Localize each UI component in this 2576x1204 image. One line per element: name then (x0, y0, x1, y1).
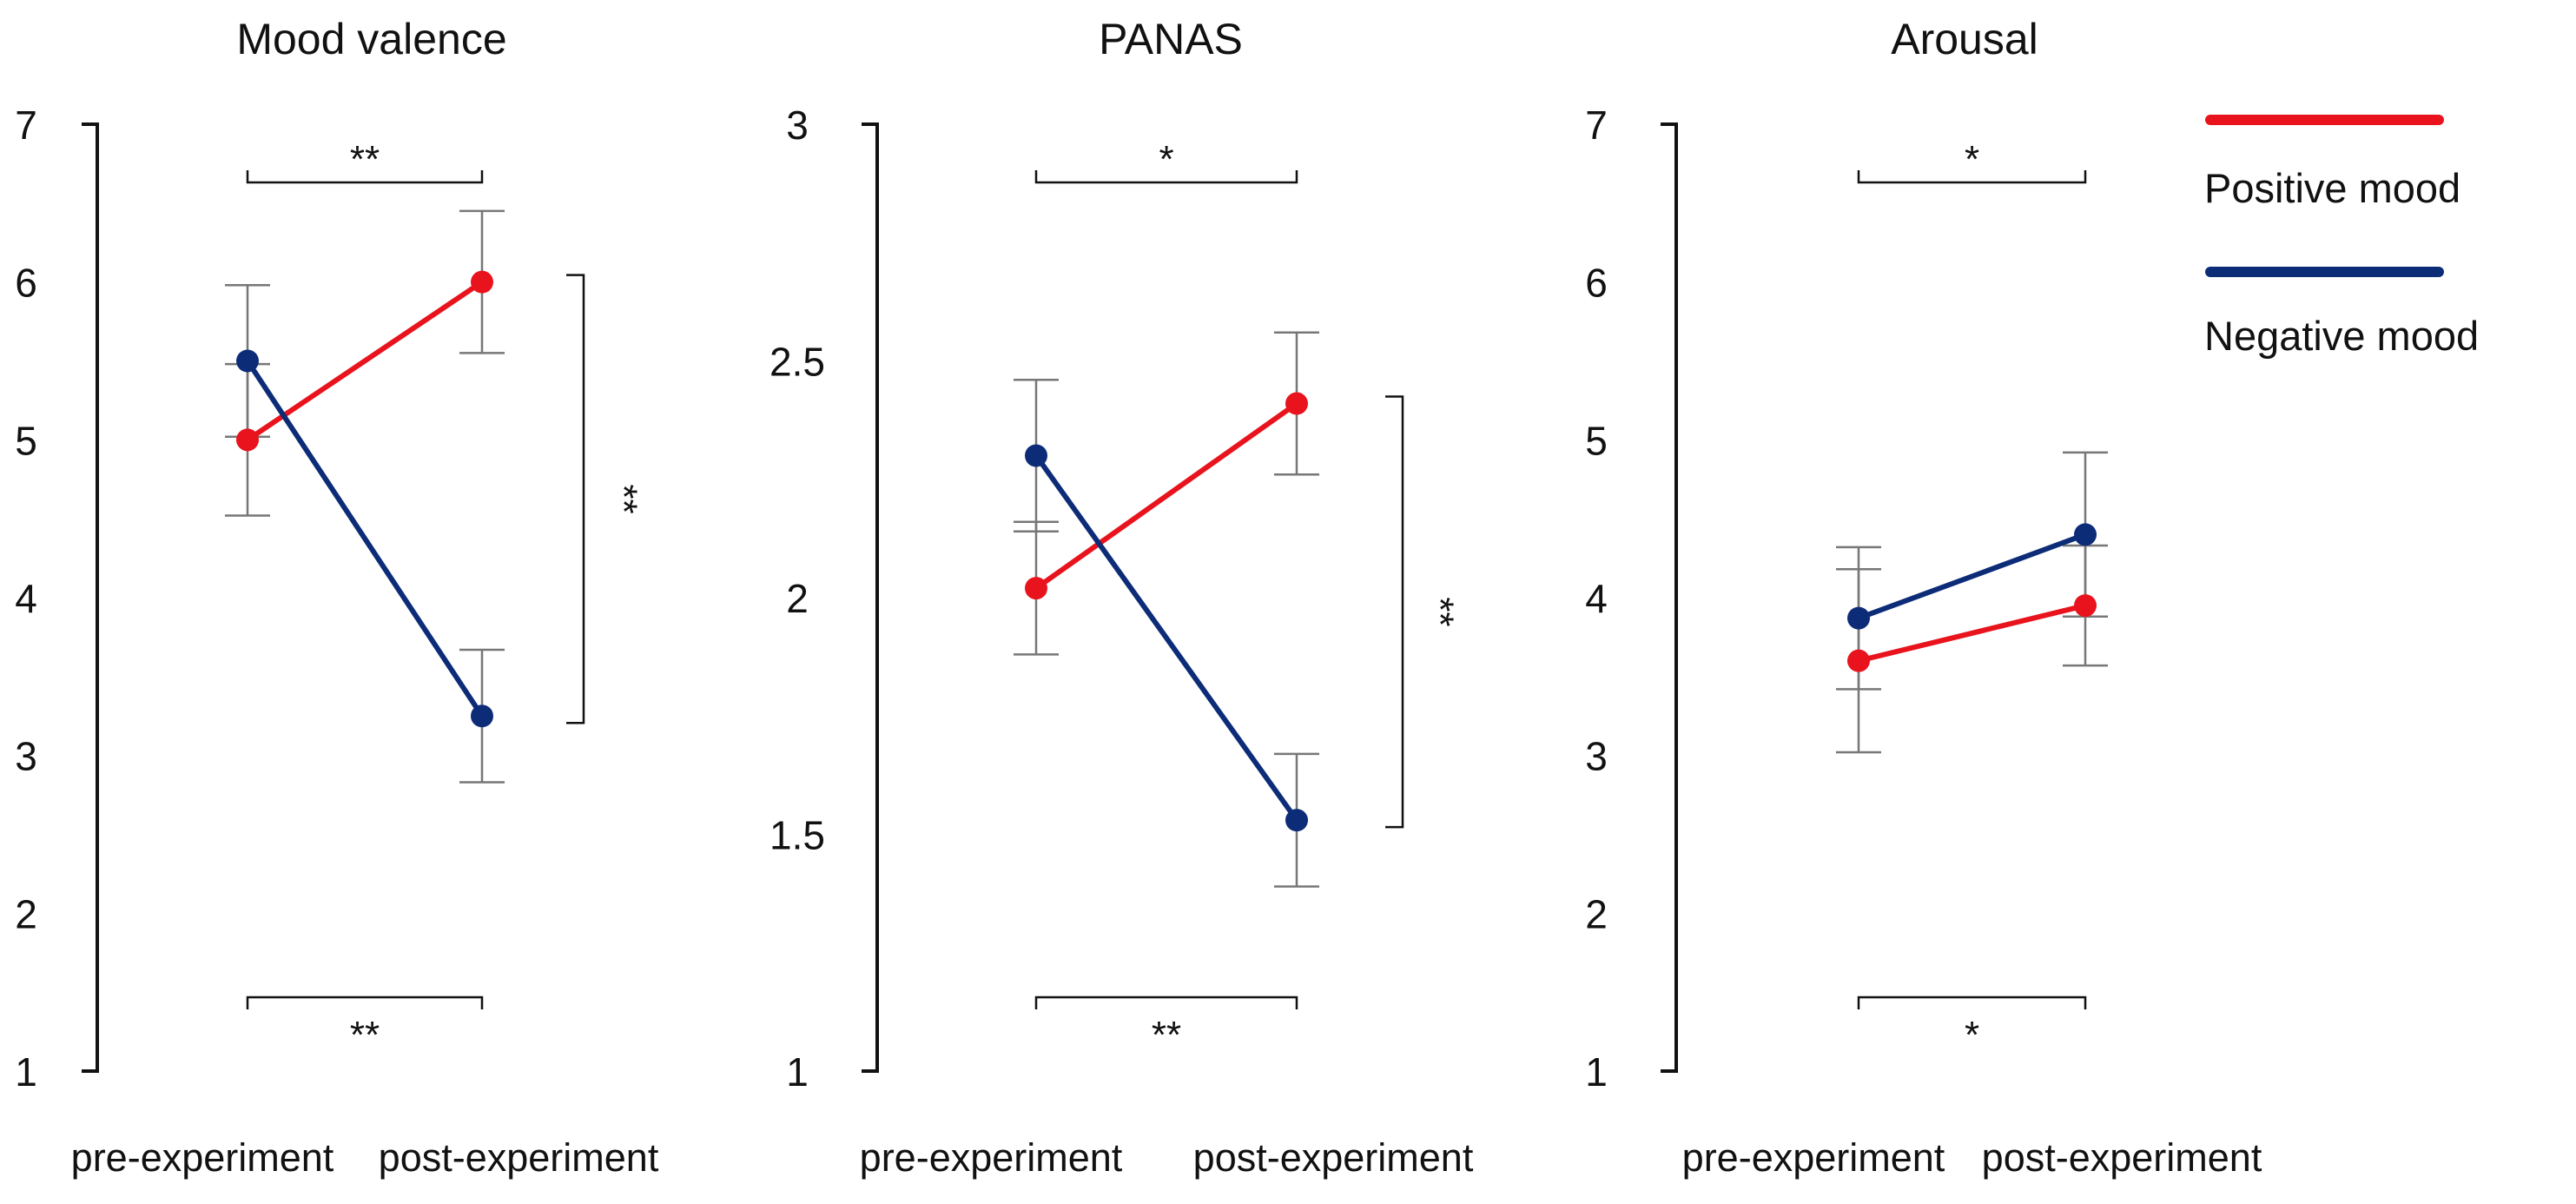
significance-stars-top: * (1159, 138, 1173, 181)
data-point-positive (1847, 649, 1870, 672)
y-tick-label: 2 (15, 891, 37, 936)
data-point-positive (2074, 594, 2097, 618)
series-line-positive (246, 280, 484, 442)
x-category-label: post-experiment (1982, 1135, 2262, 1180)
significance-bracket-top (246, 170, 484, 184)
significance-stars-bottom: * (1965, 1014, 1979, 1056)
y-tick-label: 3 (786, 103, 809, 148)
y-tick-label: 4 (1585, 576, 1608, 621)
chart-title: PANAS (1099, 15, 1243, 63)
y-tick-label: 1 (786, 1049, 809, 1095)
x-category-label: pre-experiment (71, 1135, 334, 1180)
significance-bracket-right (566, 274, 585, 724)
data-point-positive (1285, 392, 1308, 415)
y-tick-label: 3 (1585, 734, 1608, 779)
x-category-label: post-experiment (1193, 1135, 1474, 1180)
series-line-negative (1857, 532, 2087, 621)
x-category-label: post-experiment (379, 1135, 659, 1180)
y-tick-label: 3 (15, 734, 37, 779)
significance-stars-bottom: ** (1152, 1014, 1181, 1056)
legend-label-positive: Positive mood (2204, 165, 2460, 211)
y-tick-label: 4 (15, 576, 37, 621)
significance-bracket-bottom (246, 996, 484, 1009)
panel-panas: PANAS 1 1.5 2 2.5 3 pre-experiment post-experim… (769, 15, 1474, 1180)
significance-stars-bottom: ** (350, 1014, 380, 1056)
data-point-negative (1285, 809, 1308, 832)
data-point-negative (1025, 444, 1047, 467)
y-tick-label: 6 (15, 261, 37, 306)
data-point-positive (236, 428, 259, 452)
series-line-positive (1034, 401, 1298, 591)
series-line-negative (1034, 453, 1299, 822)
y-tick-label: 2 (786, 576, 809, 621)
y-tick-label: 5 (1585, 418, 1608, 463)
y-tick-label: 1 (1585, 1049, 1608, 1095)
y-axis-line (82, 122, 99, 1073)
y-tick-label: 1.5 (769, 813, 825, 858)
data-point-negative (471, 705, 493, 728)
x-category-label: pre-experiment (1682, 1135, 1945, 1180)
y-tick-label: 7 (1585, 103, 1608, 148)
significance-bracket-bottom (1857, 996, 2087, 1009)
y-tick-label: 1 (15, 1049, 37, 1095)
panel-arousal: Arousal 1 2 3 4 5 6 7 pre-experiment post-experim… (1585, 15, 2262, 1180)
significance-stars-top: * (1965, 138, 1979, 181)
panel-mood-valence: Mood valence 1 2 3 4 5 6 7 pre-experiment post-ex… (15, 15, 659, 1180)
y-axis-line (862, 122, 879, 1073)
legend-label-negative: Negative mood (2204, 313, 2479, 359)
significance-bracket-bottom (1034, 996, 1298, 1009)
significance-bracket-top (1857, 170, 2087, 184)
data-point-negative (236, 349, 259, 373)
data-point-positive (1025, 577, 1047, 600)
significance-stars-right: ** (1418, 597, 1461, 626)
chart-title: Arousal (1891, 15, 2038, 63)
significance-stars-right: ** (602, 484, 644, 513)
y-axis-line (1661, 122, 1678, 1073)
x-category-label: pre-experiment (860, 1135, 1123, 1180)
data-point-positive (471, 270, 493, 294)
y-tick-label: 5 (15, 418, 37, 463)
legend: Positive mood Negative mood (2204, 115, 2479, 359)
y-tick-label: 7 (15, 103, 37, 148)
data-point-negative (2074, 523, 2097, 546)
chart-title: Mood valence (236, 15, 506, 63)
significance-bracket-right (1385, 395, 1404, 829)
y-tick-label: 6 (1585, 261, 1608, 306)
series-line-negative (245, 359, 485, 718)
series-line-positive (1858, 603, 2086, 664)
significance-bracket-top (1034, 170, 1298, 184)
data-point-negative (1847, 606, 1870, 630)
significance-stars-top: ** (350, 138, 380, 181)
y-tick-label: 2 (1585, 891, 1608, 936)
y-tick-label: 2.5 (769, 340, 825, 385)
